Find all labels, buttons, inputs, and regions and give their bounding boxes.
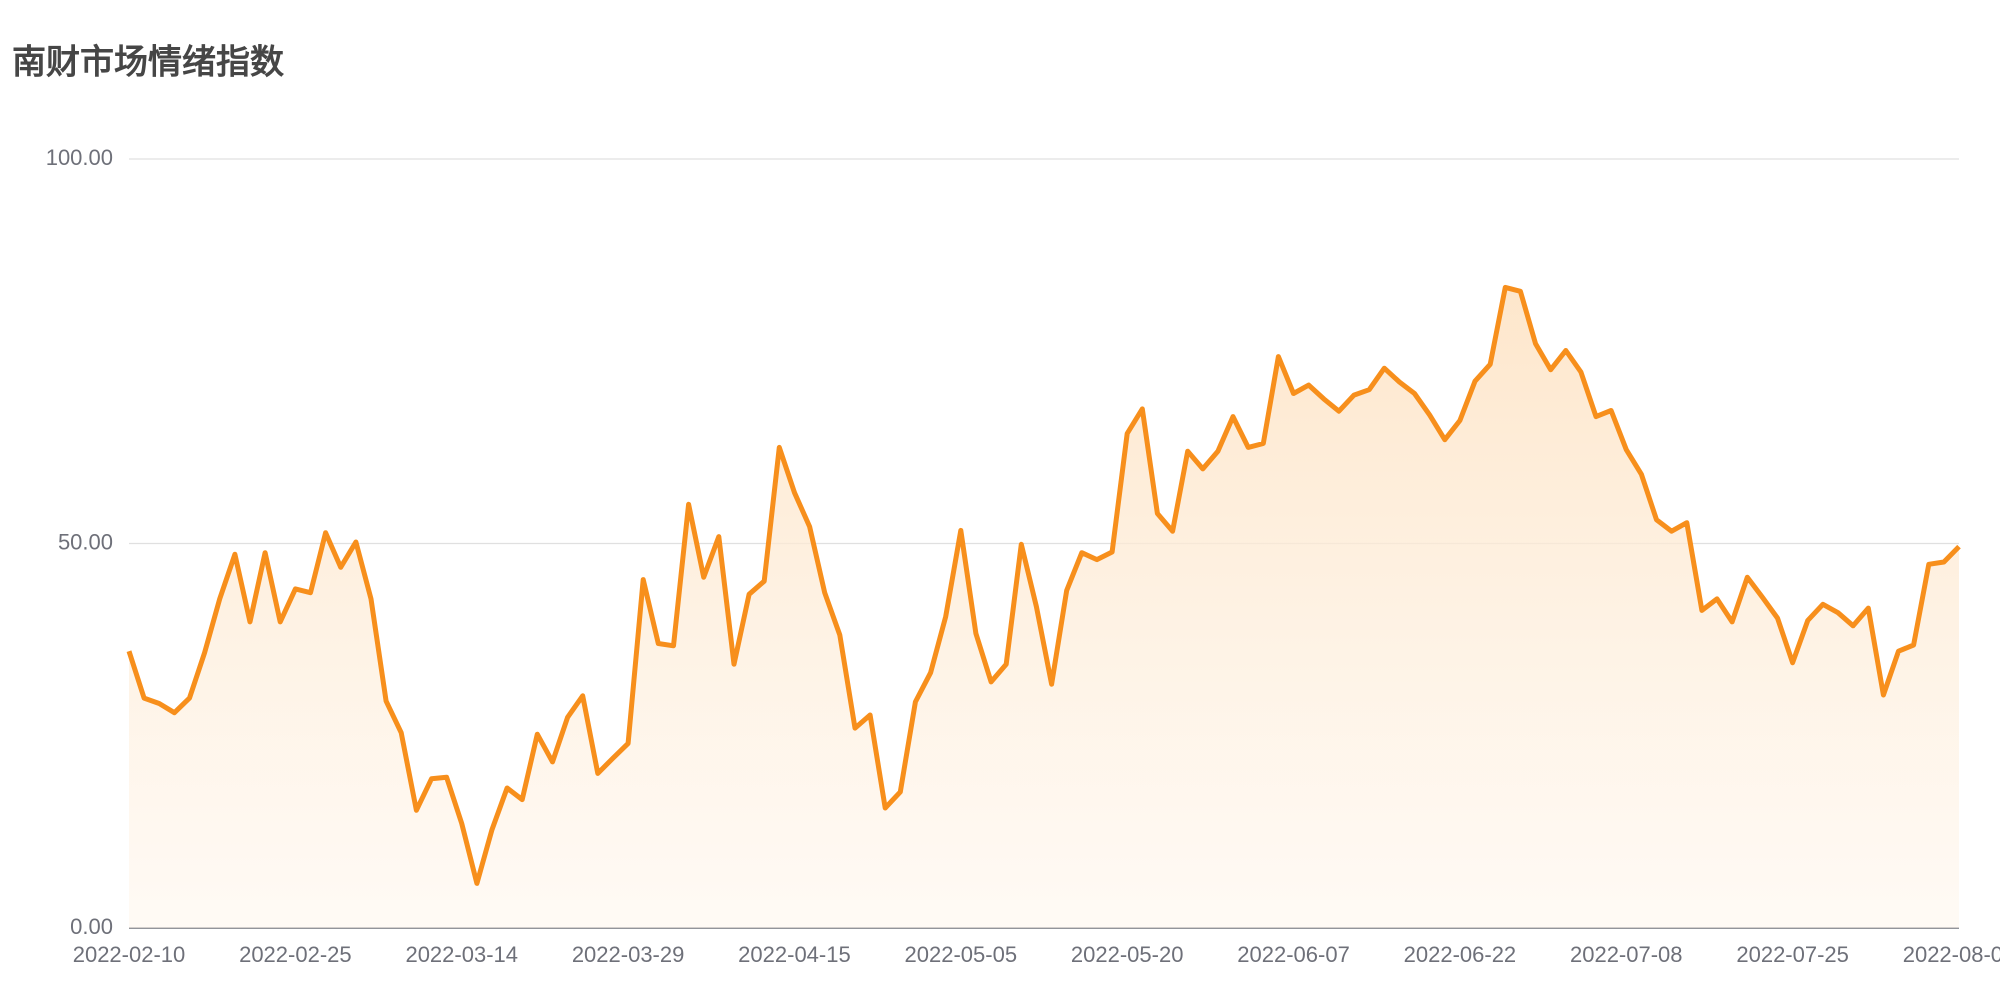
y-tick-label: 0.00 [70, 914, 113, 939]
y-tick-label: 50.00 [58, 529, 113, 554]
x-tick-label: 2022-03-29 [572, 942, 685, 967]
x-tick-label: 2022-06-07 [1237, 942, 1350, 967]
x-tick-label: 2022-04-15 [738, 942, 851, 967]
x-tick-label: 2022-03-14 [405, 942, 518, 967]
y-tick-label: 100.00 [46, 145, 113, 170]
x-tick-label: 2022-07-25 [1736, 942, 1849, 967]
x-tick-label: 2022-02-25 [239, 942, 352, 967]
x-tick-label: 2022-05-20 [1071, 942, 1184, 967]
x-tick-label: 2022-05-05 [905, 942, 1018, 967]
x-tick-label: 2022-02-10 [73, 942, 186, 967]
chart-title: 南财市场情绪指数 [12, 43, 284, 83]
x-tick-label: 2022-07-08 [1570, 942, 1683, 967]
x-tick-label: 2022-08-09 [1903, 942, 2000, 967]
area [129, 287, 1959, 928]
line [126, 284, 1961, 886]
x-tick-label: 2022-06-22 [1404, 942, 1517, 967]
